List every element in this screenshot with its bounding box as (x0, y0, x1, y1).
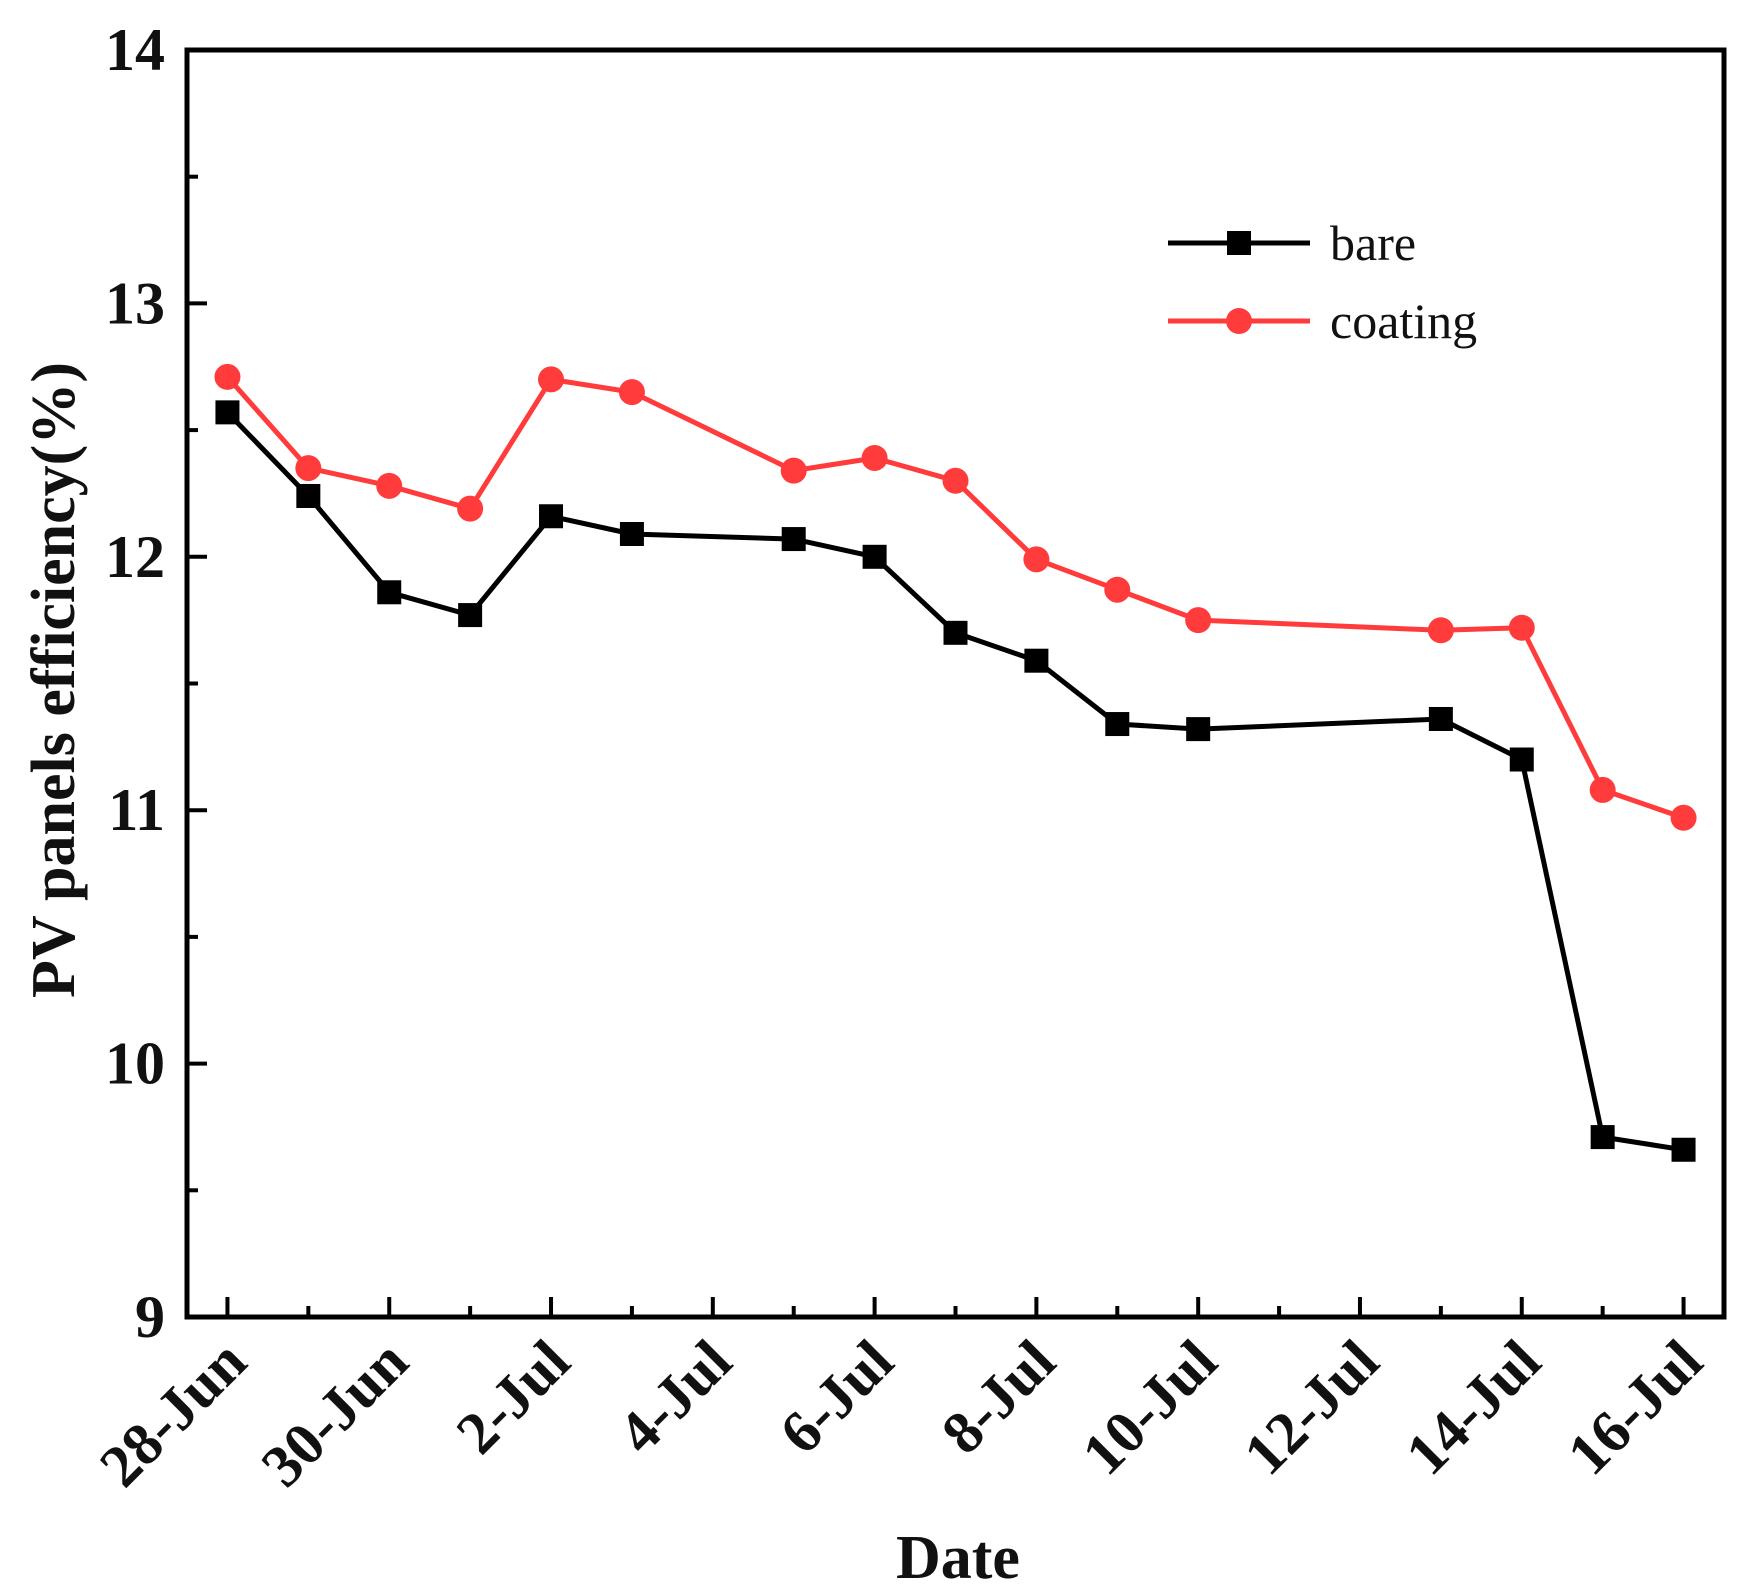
x-tick-label: 4-Jul (605, 1328, 744, 1467)
y-tick-label: 9 (135, 1284, 165, 1350)
data-point-coating (1185, 607, 1212, 634)
legend-label-bare: bare (1330, 215, 1416, 271)
y-tick-label: 14 (105, 17, 165, 83)
data-point-coating (295, 455, 322, 482)
legend-marker-coating (1226, 308, 1252, 334)
x-tick-label: 30-Jun (249, 1328, 421, 1500)
legend-item-bare: bare (1168, 215, 1416, 271)
series-bare (215, 400, 1696, 1162)
data-point-bare (215, 400, 240, 425)
y-tick-label: 13 (105, 270, 165, 336)
y-axis-title: PV panels efficiency(%) (20, 362, 88, 998)
series-coating (214, 363, 1697, 831)
data-point-coating (942, 467, 969, 494)
x-tick-label: 14-Jul (1393, 1328, 1553, 1488)
y-tick-label: 12 (105, 524, 165, 590)
plot-area (184, 47, 1727, 1320)
data-point-bare (1509, 747, 1534, 772)
data-point-bare (1428, 706, 1453, 731)
data-point-bare (781, 527, 806, 552)
series-line-coating (225, 375, 1685, 821)
plot-frame (184, 47, 1727, 1320)
x-tick-label: 8-Jul (929, 1328, 1068, 1467)
data-point-coating (1508, 614, 1535, 641)
data-point-bare (1024, 648, 1049, 673)
data-point-bare (377, 580, 402, 605)
y-tick-label: 11 (108, 777, 165, 843)
data-point-coating (1104, 576, 1131, 603)
y-tick-label: 10 (105, 1031, 165, 1097)
data-point-coating (1670, 804, 1697, 831)
data-point-bare (619, 521, 644, 546)
data-point-bare (296, 483, 321, 508)
data-point-bare (539, 504, 564, 529)
data-point-bare (458, 603, 483, 628)
x-tick-label: 12-Jul (1231, 1328, 1391, 1488)
x-tick-label: 6-Jul (767, 1328, 906, 1467)
data-point-coating (457, 495, 484, 522)
series-line-bare (225, 410, 1684, 1153)
data-point-coating (538, 366, 565, 393)
legend: bare coating (1168, 215, 1477, 349)
data-point-bare (1671, 1137, 1696, 1162)
data-point-bare (1186, 717, 1211, 742)
data-point-bare (943, 620, 968, 645)
data-point-coating (1023, 546, 1050, 573)
data-point-coating (861, 444, 888, 471)
x-axis-title: Date (896, 1524, 1020, 1589)
data-point-coating (1589, 776, 1616, 803)
x-tick-label: 28-Jun (87, 1328, 259, 1500)
data-point-bare (862, 544, 887, 569)
legend-label-coating: coating (1330, 293, 1477, 349)
x-tick-label: 10-Jul (1070, 1328, 1230, 1488)
legend-marker-bare (1227, 231, 1251, 255)
y-axis: 9 10 11 12 13 14 (105, 17, 207, 1350)
data-point-coating (780, 457, 807, 484)
data-point-coating (214, 363, 241, 390)
series-layer (214, 363, 1697, 1162)
legend-item-coating: coating (1168, 293, 1477, 349)
data-point-coating (1427, 617, 1454, 644)
data-point-coating (376, 472, 403, 499)
x-tick-label: 16-Jul (1555, 1328, 1715, 1488)
data-point-bare (1105, 712, 1130, 737)
x-tick-label: 2-Jul (444, 1328, 583, 1467)
data-point-bare (1590, 1125, 1615, 1150)
data-point-coating (618, 379, 645, 406)
